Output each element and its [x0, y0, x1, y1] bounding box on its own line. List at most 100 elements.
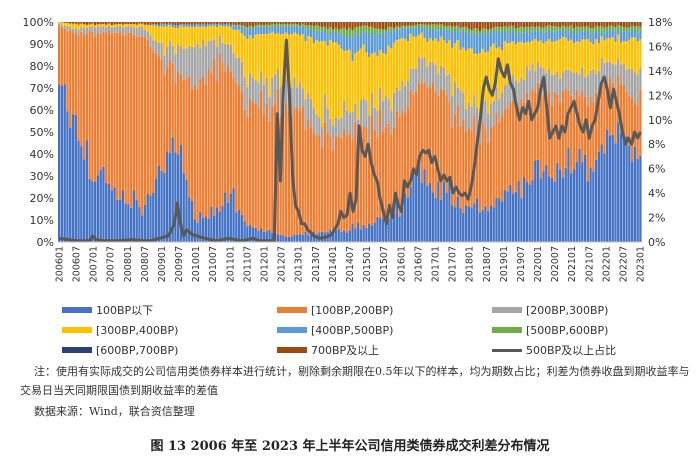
bar-segment: [237, 22, 241, 25]
bar-segment: [224, 26, 227, 44]
bar-segment: [127, 32, 130, 205]
bar-segment: [619, 31, 623, 43]
stacked-bars-layer: [58, 22, 642, 243]
bar-segment: [190, 22, 194, 25]
bar-segment: [359, 48, 363, 100]
bar-segment: [96, 33, 100, 176]
bar-segment: [487, 22, 490, 30]
bar-segment: [636, 105, 639, 159]
bar-segment: [509, 102, 512, 185]
bar-segment: [633, 29, 637, 38]
bar-segment: [298, 82, 302, 112]
bar-segment: [600, 84, 603, 145]
bar-segment: [500, 201, 504, 242]
bar-segment: [439, 88, 443, 200]
bar-segment: [509, 42, 512, 75]
bar-segment: [475, 135, 479, 199]
bar-segment: [356, 222, 360, 242]
bar-segment: [182, 24, 185, 27]
bar-segment: [558, 27, 562, 31]
bar-segment: [575, 22, 578, 27]
bar-segment: [146, 22, 149, 25]
bar-segment: [199, 24, 202, 28]
bar-segment: [265, 231, 268, 242]
bar-segment: [448, 102, 451, 182]
bar-segment: [428, 87, 432, 184]
bar-segment: [379, 88, 382, 110]
bar-segment: [428, 183, 432, 242]
bar-segment: [514, 22, 518, 29]
bar-segment: [473, 95, 476, 116]
bar-segment: [132, 27, 136, 35]
x-tick-label: 201401: [328, 246, 339, 282]
bar-segment: [248, 72, 252, 100]
bar-segment: [528, 100, 531, 185]
bar-segment: [146, 194, 149, 242]
bar-segment: [528, 70, 531, 101]
bar-segment: [273, 33, 277, 75]
bar-segment: [439, 65, 443, 89]
bar-segment: [614, 31, 617, 43]
bar-segment: [542, 171, 545, 242]
y-left-tick-label: 30%: [30, 170, 54, 183]
bar-segment: [177, 25, 180, 28]
bar-segment: [163, 23, 166, 27]
bar-segment: [110, 27, 113, 34]
bar-segment: [260, 71, 263, 92]
bar-segment: [614, 89, 617, 144]
bar-segment: [464, 205, 468, 242]
bar-segment: [448, 29, 451, 41]
bar-segment: [528, 184, 531, 242]
bar-segment: [592, 27, 595, 33]
bar-segment: [85, 140, 89, 242]
bar-segment: [304, 99, 307, 130]
bar-segment: [456, 40, 459, 88]
bar-segment: [498, 198, 501, 242]
bar-segment: [334, 31, 338, 43]
bar-segment: [284, 22, 288, 25]
bar-segment: [603, 82, 606, 154]
bar-segment: [152, 25, 155, 41]
bar-segment: [575, 161, 578, 242]
x-tick-label: 201601: [396, 246, 407, 282]
bar-segment: [99, 24, 102, 27]
bar-segment: [116, 24, 119, 27]
bar-segment: [323, 26, 327, 31]
bar-segment: [226, 22, 230, 24]
bar-segment: [135, 200, 138, 242]
bar-segment: [163, 22, 166, 24]
bar-segment: [622, 84, 625, 139]
bar-segment: [426, 66, 429, 88]
bar-segment: [307, 119, 310, 236]
bar-segment: [492, 101, 495, 127]
bar-segment: [581, 39, 584, 68]
bar-segment: [539, 178, 542, 242]
bar-segment: [271, 77, 274, 106]
bar-segment: [426, 185, 429, 242]
bar-segment: [611, 22, 614, 26]
bar-segment: [58, 23, 61, 26]
bar-segment: [426, 87, 429, 186]
bar-segment: [262, 24, 266, 28]
bar-segment: [622, 22, 625, 28]
bar-segment: [489, 32, 493, 47]
bar-segment: [387, 123, 390, 219]
chart-legend: 100BP以下 [100BP,200BP) [200BP,300BP) [300…: [62, 300, 652, 360]
bar-segment: [315, 40, 318, 115]
bar-segment: [412, 68, 415, 95]
bar-segment: [592, 171, 595, 242]
x-tick-label: 201407: [345, 246, 356, 282]
bar-segment: [517, 27, 520, 32]
bar-segment: [534, 30, 537, 39]
bar-segment: [456, 25, 459, 29]
bar-segment: [80, 22, 83, 24]
bar-segment: [354, 22, 357, 28]
bar-segment: [296, 22, 299, 25]
bar-segment: [392, 127, 396, 214]
bar-segment: [77, 24, 80, 30]
bar-segment: [138, 207, 141, 242]
bar-segment: [226, 202, 230, 242]
bar-segment: [257, 34, 260, 83]
bar-segment: [395, 22, 399, 27]
bar-segment: [77, 29, 80, 36]
